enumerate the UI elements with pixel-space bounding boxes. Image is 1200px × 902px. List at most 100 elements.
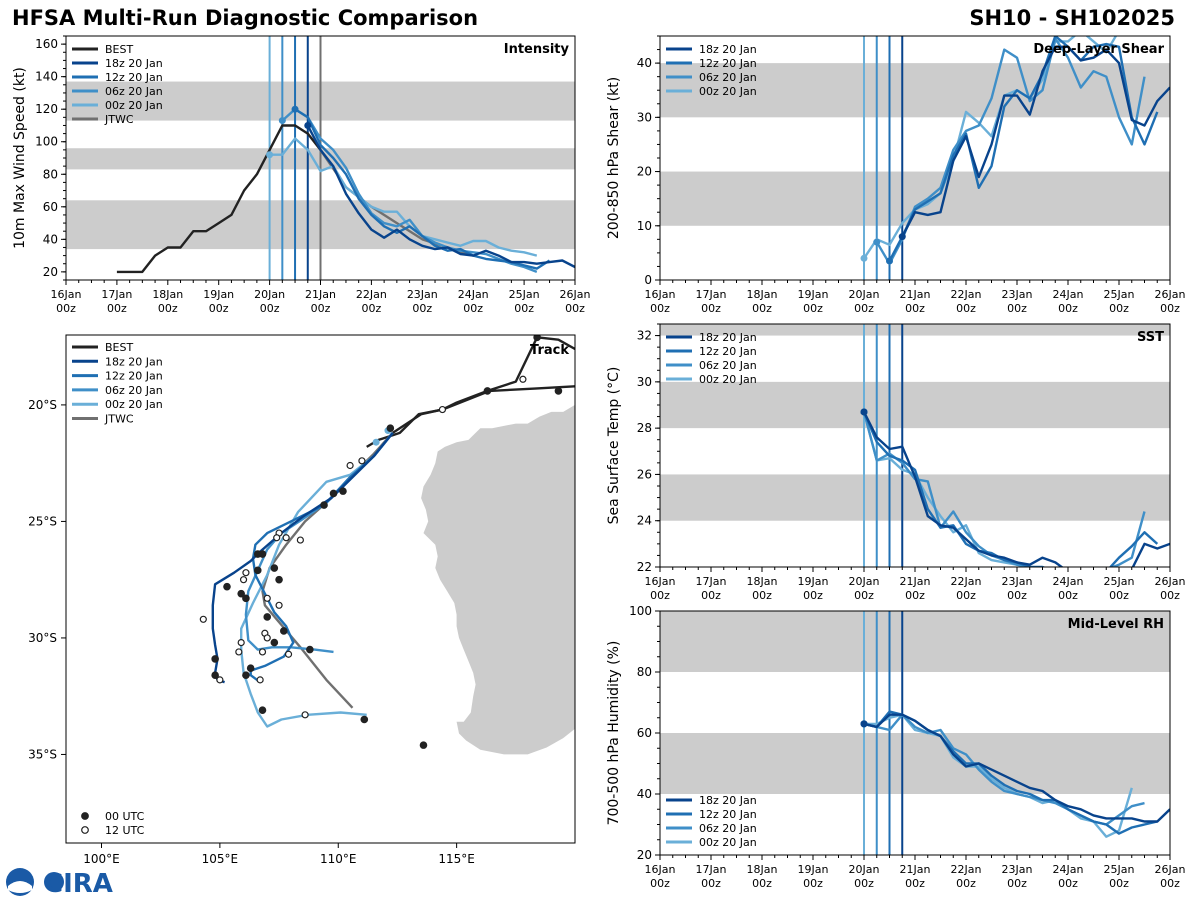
track-marker-00utc [258, 706, 267, 714]
track-marker-12utc [346, 461, 354, 470]
rh-y-axis-label: 700-500 hPa Humidity (%) [606, 641, 622, 826]
rh-legend-label-18z: 18z 20 Jan [699, 794, 757, 807]
intensity-xtick-label: 00z [463, 302, 483, 315]
intensity-xtick-label: 00z [107, 302, 127, 315]
rh-start-point-18z [860, 720, 868, 728]
shear-xtick-label: 00z [650, 302, 670, 315]
shear-xtick-label: 24Jan [1053, 288, 1084, 301]
track-marker-12utc [239, 576, 248, 584]
shear-xtick-label: 20Jan [849, 288, 880, 301]
track-marker-00utc [339, 487, 347, 495]
track-map-area [199, 334, 583, 755]
track-marker-12utc [273, 534, 281, 542]
track-marker-00utc [275, 575, 283, 584]
sst-series-18z-20-jan [862, 411, 1170, 567]
intensity-xtick-label: 24Jan [458, 288, 489, 301]
sst-band-0 [660, 474, 1170, 521]
intensity-legend-label-best: BEST [105, 43, 133, 56]
sst-xtick-label: 16Jan [645, 575, 676, 588]
rh-xtick-label: 00z [650, 877, 670, 890]
intensity-series-00z-20-jan [269, 137, 538, 257]
track-marker-00utc [320, 501, 328, 509]
sst-xtick-label: 24Jan [1053, 575, 1084, 588]
shear-xtick-label: 21Jan [900, 288, 931, 301]
track-marker-00utc [253, 566, 262, 575]
sst-legend-label-18z: 18z 20 Jan [699, 331, 757, 344]
intensity-xtick-label: 00z [158, 302, 178, 315]
intensity-xtick-label: 20Jan [254, 288, 285, 301]
intensity-xtick-label: 21Jan [305, 288, 336, 301]
track-marker-12utc [284, 650, 293, 658]
intensity-xtick-label: 18Jan [152, 288, 183, 301]
sst-xtick-label: 00z [854, 589, 874, 602]
shear-plot-area [660, 36, 1170, 280]
sst-y-axis-label: Sea Surface Temp (°C) [606, 367, 622, 525]
shear-band-1 [660, 63, 1170, 118]
track-ytick-label: 30°S [28, 631, 57, 645]
track-marker-12utc [199, 615, 207, 623]
track-marker-12utc [216, 676, 224, 684]
shear-start-point-18z [898, 233, 906, 241]
track-start-point [372, 438, 380, 446]
track-marker-legend-label: 12 UTC [105, 824, 145, 837]
track-marker-00utc [263, 613, 272, 621]
panel-rh: 2040608010016Jan00z17Jan00z18Jan00z19Jan… [606, 604, 1185, 890]
rh-xtick-label: 26Jan [1155, 863, 1186, 876]
rh-series-18z-20-jan [863, 713, 1170, 823]
sst-xtick-label: 00z [1160, 589, 1180, 602]
rh-xtick-label: 24Jan [1053, 863, 1084, 876]
shear-legend-label-12z: 12z 20 Jan [699, 57, 757, 70]
sst-ytick-label: 32 [637, 329, 652, 343]
rh-legend-label-12z: 12z 20 Jan [699, 808, 757, 821]
shear-xtick-label: 00z [803, 302, 823, 315]
track-marker-12utc [438, 405, 447, 414]
rh-xtick-label: 00z [752, 877, 772, 890]
track-marker-00utc [576, 334, 583, 341]
sst-legend-label-00z: 00z 20 Jan [699, 373, 757, 386]
rh-xtick-label: 00z [1160, 877, 1180, 890]
intensity-plot-area [66, 36, 575, 280]
rh-legend-label-00z: 00z 20 Jan [699, 836, 757, 849]
track-marker-12utc [358, 457, 366, 465]
track-marker-12utc [242, 569, 250, 577]
sst-xtick-label: 22Jan [951, 575, 982, 588]
sst-xtick-label: 21Jan [900, 575, 931, 588]
track-legend-label-best: BEST [105, 341, 133, 354]
shear-band-0 [660, 171, 1170, 226]
shear-xtick-label: 19Jan [798, 288, 829, 301]
panel-shear: 01020304016Jan00z17Jan00z18Jan00z19Jan00… [606, 35, 1185, 315]
track-xtick-label: 115°E [438, 852, 475, 866]
intensity-ytick-label: 40 [43, 232, 58, 246]
track-marker-12utc [301, 711, 309, 719]
shear-start-point-00z [860, 254, 868, 262]
sst-ytick-label: 26 [637, 467, 652, 481]
shear-y-axis-label: 200-850 hPa Shear (kt) [606, 77, 622, 239]
shear-panel-title: Deep-Layer Shear [1033, 42, 1164, 57]
rh-xtick-label: 17Jan [696, 863, 727, 876]
track-marker-00utc [246, 664, 255, 673]
sst-xtick-label: 00z [1058, 589, 1078, 602]
sst-xtick-label: 00z [956, 589, 976, 602]
intensity-xtick-label: 00z [565, 302, 585, 315]
intensity-xtick-label: 26Jan [560, 288, 591, 301]
track-legend-label-00z: 00z 20 Jan [105, 398, 163, 411]
rh-xtick-label: 00z [701, 877, 721, 890]
intensity-xtick-label: 22Jan [356, 288, 387, 301]
sst-ytick-label: 30 [637, 375, 652, 389]
sst-xtick-label: 25Jan [1104, 575, 1135, 588]
intensity-series-12z-20-jan [294, 108, 551, 270]
track-marker-00utc [242, 594, 250, 603]
sst-ytick-label: 24 [637, 514, 652, 528]
shear-start-point-06z [873, 238, 881, 246]
rh-xtick-label: 00z [1058, 877, 1078, 890]
track-legend-label-06z: 06z 20 Jan [105, 384, 163, 397]
rh-xtick-label: 23Jan [1002, 863, 1033, 876]
track-marker-legend-symbol [81, 812, 89, 820]
track-marker-00utc [419, 741, 428, 749]
sst-band-1 [660, 381, 1170, 429]
intensity-xtick-label: 00z [514, 302, 534, 315]
track-legend-label-12z: 12z 20 Jan [105, 370, 163, 383]
track-legend-label-18z: 18z 20 Jan [105, 355, 163, 368]
